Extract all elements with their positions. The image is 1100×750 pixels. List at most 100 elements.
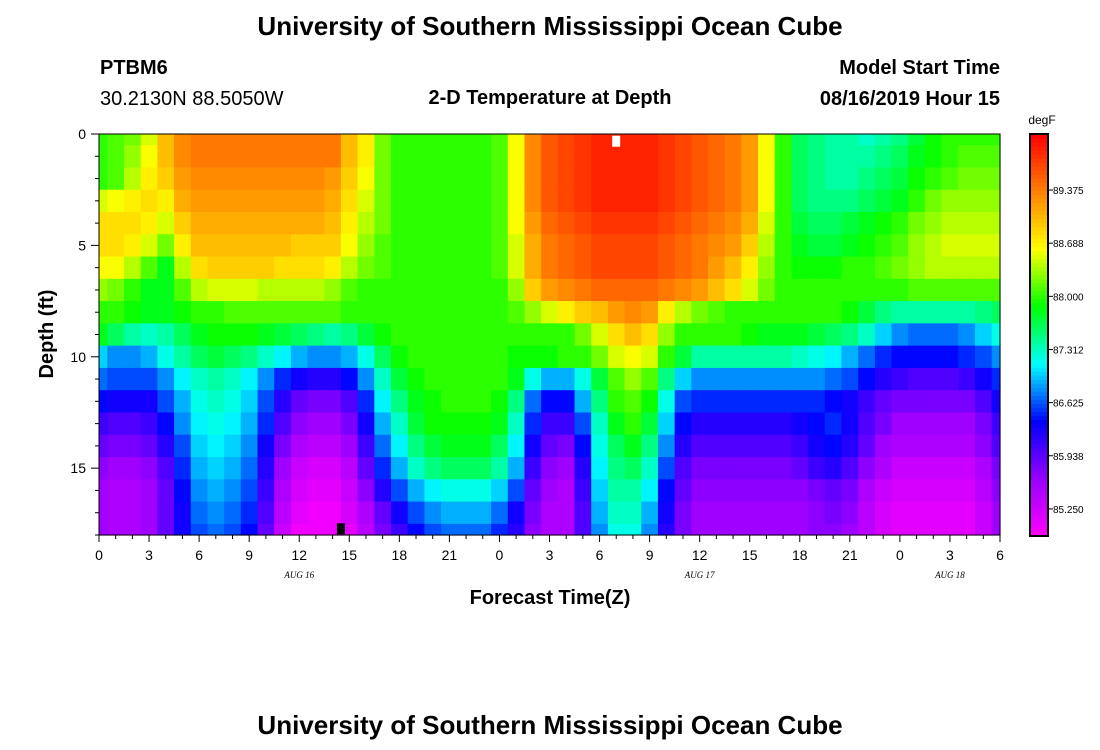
heatmap-cell bbox=[758, 234, 776, 258]
heatmap-cell bbox=[307, 457, 325, 480]
heatmap-cell bbox=[557, 434, 576, 458]
heatmap-cell bbox=[340, 412, 359, 436]
heatmap-cell bbox=[374, 345, 392, 369]
heatmap-cell bbox=[824, 523, 843, 536]
heatmap-cell bbox=[107, 256, 125, 280]
heatmap-cell bbox=[657, 234, 676, 258]
heatmap-cell bbox=[357, 501, 375, 525]
heatmap-cell bbox=[290, 189, 309, 213]
heatmap-cell bbox=[774, 234, 793, 258]
heatmap-cell bbox=[557, 234, 576, 258]
heatmap-cell bbox=[224, 301, 242, 324]
heatmap-cell bbox=[174, 323, 192, 347]
heatmap-cell bbox=[657, 323, 676, 347]
heatmap-cell bbox=[574, 367, 592, 391]
heatmap-cell bbox=[491, 390, 509, 414]
colorbar-segment bbox=[1030, 154, 1048, 159]
heatmap-cell bbox=[274, 278, 292, 302]
x-tick-label: 6 bbox=[596, 547, 604, 563]
heatmap-cell bbox=[908, 501, 926, 525]
heatmap-cell bbox=[240, 434, 259, 458]
heatmap-cell bbox=[808, 145, 826, 169]
colorbar-segment bbox=[1030, 222, 1048, 228]
colorbar-segment bbox=[1030, 330, 1048, 336]
heatmap-cell bbox=[958, 479, 976, 503]
heatmap-cell bbox=[591, 234, 609, 258]
heatmap-cell bbox=[224, 323, 242, 347]
heatmap-cell bbox=[424, 211, 442, 235]
heatmap-cell bbox=[958, 523, 976, 536]
heatmap-cell bbox=[257, 323, 275, 347]
heatmap-cell bbox=[708, 412, 726, 436]
heatmap-cell bbox=[841, 412, 859, 436]
heatmap-cell bbox=[274, 434, 292, 458]
x-tick-label: 3 bbox=[546, 547, 554, 563]
heatmap-cell bbox=[424, 412, 442, 436]
heatmap-cell bbox=[190, 412, 209, 436]
x-tick-label: 15 bbox=[742, 547, 758, 563]
heatmap-cell bbox=[174, 479, 192, 503]
heatmap-cell bbox=[290, 501, 309, 525]
heatmap-cell bbox=[874, 345, 893, 369]
heatmap-cell bbox=[724, 167, 742, 191]
colorbar-label: 88.000 bbox=[1053, 292, 1084, 303]
heatmap-cell bbox=[841, 367, 859, 391]
heatmap-cell bbox=[824, 278, 843, 302]
heatmap-cell bbox=[708, 523, 726, 536]
heatmap-cell bbox=[174, 345, 192, 369]
heatmap-cell bbox=[357, 434, 375, 458]
heatmap-cell bbox=[791, 523, 809, 536]
heatmap-cell bbox=[274, 301, 292, 324]
heatmap-cell bbox=[290, 301, 309, 324]
colorbar-label: 85.938 bbox=[1053, 452, 1084, 463]
heatmap-cell bbox=[324, 167, 342, 191]
y-tick-label: 15 bbox=[70, 460, 86, 476]
heatmap-cell bbox=[357, 523, 375, 536]
heatmap-cell bbox=[240, 457, 259, 480]
heatmap-cell bbox=[874, 234, 893, 258]
heatmap-cell bbox=[724, 234, 742, 258]
heatmap-cell bbox=[541, 134, 559, 146]
heatmap-cell bbox=[340, 457, 359, 480]
heatmap-cell bbox=[924, 256, 943, 280]
heatmap-cell bbox=[290, 367, 309, 391]
heatmap-cell bbox=[390, 412, 409, 436]
colorbar-segment bbox=[1030, 403, 1048, 408]
heatmap-cell bbox=[607, 301, 626, 324]
heatmap-cell bbox=[474, 501, 492, 525]
heatmap-cell bbox=[691, 345, 709, 369]
heatmap-cell bbox=[307, 145, 325, 169]
heatmap-cell bbox=[924, 278, 943, 302]
heatmap-cell bbox=[207, 189, 225, 213]
heatmap-cell bbox=[307, 434, 325, 458]
heatmap-cell bbox=[607, 323, 626, 347]
heatmap-cell bbox=[524, 234, 542, 258]
heatmap-cell bbox=[557, 523, 576, 536]
colorbar-segment bbox=[1030, 463, 1048, 469]
heatmap-cell bbox=[641, 412, 659, 436]
heatmap-cell bbox=[741, 479, 759, 503]
heatmap-cell bbox=[190, 367, 209, 391]
heatmap-cell bbox=[324, 145, 342, 169]
heatmap-cell bbox=[424, 390, 442, 414]
station-coordinates: 30.2130N 88.5050W bbox=[100, 88, 284, 110]
colorbar-segment bbox=[1030, 298, 1048, 304]
heatmap-cell bbox=[691, 189, 709, 213]
heatmap-cell bbox=[491, 323, 509, 347]
heatmap-cell bbox=[507, 145, 526, 169]
heatmap-cell bbox=[207, 211, 225, 235]
colorbar-segment bbox=[1030, 495, 1048, 501]
colorbar-segment bbox=[1030, 158, 1048, 163]
heatmap-cell bbox=[124, 278, 142, 302]
heatmap-cell bbox=[374, 501, 392, 525]
heatmap-cell bbox=[641, 390, 659, 414]
heatmap-cell bbox=[390, 278, 409, 302]
x-axis: 0 3 6 9 12 15 18 21 0 3 6 9 12 15 18 21 0 3 6 AUG 16 AUG 17 A… bbox=[95, 535, 1004, 580]
heatmap-cell bbox=[257, 301, 275, 324]
heatmap-cell bbox=[874, 323, 893, 347]
heatmap-cell bbox=[124, 412, 142, 436]
heatmap-cell bbox=[808, 390, 826, 414]
heatmap-cell bbox=[691, 301, 709, 324]
heatmap-cell bbox=[958, 189, 976, 213]
